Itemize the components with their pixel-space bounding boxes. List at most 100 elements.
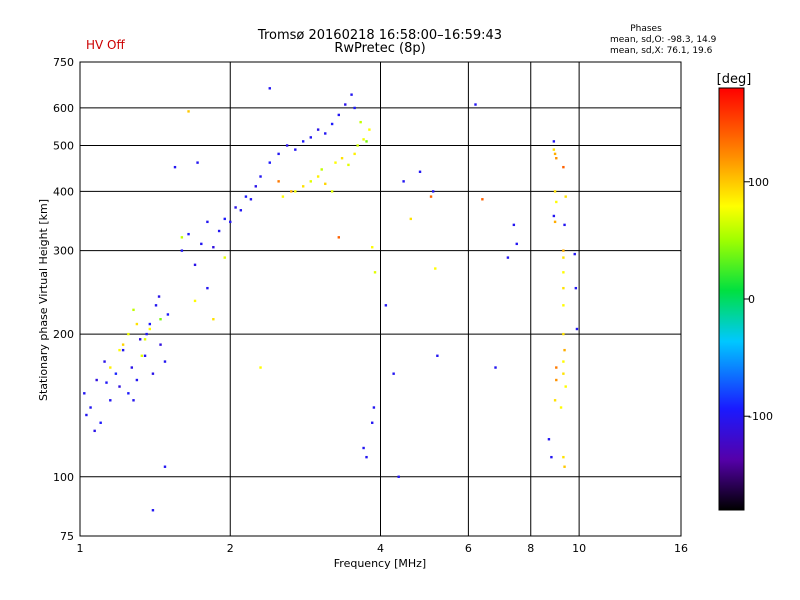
data-point xyxy=(281,195,285,198)
data-point xyxy=(259,366,262,369)
data-point xyxy=(429,195,433,198)
data-point xyxy=(564,195,567,198)
data-point xyxy=(553,152,557,156)
data-point xyxy=(481,198,484,201)
chart-subtitle: RwPretec (8p) xyxy=(334,41,425,56)
colorbar-tick-label: -100 xyxy=(748,410,773,423)
data-point xyxy=(392,372,395,375)
y-tick-label: 600 xyxy=(53,102,74,115)
data-point xyxy=(294,148,297,151)
data-point xyxy=(127,332,130,336)
data-point xyxy=(93,429,96,433)
data-point xyxy=(151,372,155,375)
data-point xyxy=(212,318,215,321)
data-point xyxy=(552,148,556,151)
data-point xyxy=(268,161,271,164)
data-point xyxy=(337,113,341,117)
data-point xyxy=(353,152,356,156)
data-point xyxy=(330,190,334,193)
data-point xyxy=(434,267,437,270)
data-point xyxy=(254,185,257,188)
data-point xyxy=(552,140,556,143)
data-point xyxy=(337,236,341,239)
data-point xyxy=(187,232,190,236)
data-point xyxy=(83,392,86,395)
data-point xyxy=(562,332,565,336)
data-point xyxy=(121,348,125,352)
data-point xyxy=(553,220,557,224)
x-axis-ticks: 1 2 4 6 8 10 16 xyxy=(77,542,689,555)
x-tick-label: 16 xyxy=(674,542,688,555)
data-point xyxy=(436,354,439,357)
data-point xyxy=(103,360,106,363)
data-point xyxy=(151,509,155,512)
data-point xyxy=(85,413,88,417)
data-point xyxy=(562,256,565,259)
data-point xyxy=(180,249,184,252)
data-point xyxy=(212,246,215,249)
data-point xyxy=(135,322,139,326)
y-tick-label: 750 xyxy=(53,56,74,69)
data-point xyxy=(515,242,518,246)
data-point xyxy=(193,263,197,267)
data-point xyxy=(356,144,359,147)
data-point xyxy=(301,140,305,143)
data-point xyxy=(320,168,323,171)
data-point xyxy=(575,327,579,331)
data-point xyxy=(239,209,243,212)
data-point xyxy=(217,229,221,233)
data-point xyxy=(249,198,253,201)
data-point xyxy=(109,399,112,402)
data-point xyxy=(206,286,209,290)
data-point xyxy=(563,223,566,227)
data-point xyxy=(157,295,161,298)
phases-line-o: mean, sd,O: -98.3, 14.9 xyxy=(610,35,717,45)
data-point xyxy=(512,223,516,227)
data-point xyxy=(555,200,558,204)
data-point xyxy=(316,128,320,131)
y-tick-label: 75 xyxy=(60,530,74,543)
data-point xyxy=(290,190,293,193)
data-point xyxy=(347,163,350,167)
data-point xyxy=(180,236,184,239)
data-point xyxy=(409,217,412,221)
data-point xyxy=(105,381,108,384)
hv-status: HV Off xyxy=(86,38,125,52)
data-point xyxy=(95,378,98,382)
data-point xyxy=(562,165,565,169)
data-point xyxy=(418,170,422,173)
data-point xyxy=(362,138,365,141)
x-axis-label: Frequency [MHz] xyxy=(334,557,426,570)
data-point xyxy=(547,438,551,441)
phases-line-x: mean, sd,X: 76.1, 19.6 xyxy=(610,46,713,56)
data-point xyxy=(555,378,558,382)
data-point xyxy=(362,446,365,450)
data-point xyxy=(402,180,405,183)
data-point xyxy=(563,348,566,352)
data-point xyxy=(384,304,388,307)
data-point xyxy=(555,366,558,369)
colorbar-label: [deg] xyxy=(717,72,752,87)
data-point xyxy=(163,465,167,468)
data-point xyxy=(562,271,565,274)
y-tick-label: 500 xyxy=(53,139,74,152)
data-point xyxy=(555,157,558,160)
x-tick-label: 1 xyxy=(77,542,84,555)
data-point xyxy=(563,465,566,468)
data-point xyxy=(244,195,248,198)
data-point xyxy=(223,256,226,259)
data-point xyxy=(372,406,376,409)
data-point xyxy=(277,152,280,156)
data-point xyxy=(148,322,152,326)
data-point xyxy=(132,399,135,402)
data-point xyxy=(562,249,565,252)
data-point xyxy=(365,455,368,459)
data-point xyxy=(109,366,112,369)
data-point xyxy=(365,140,368,143)
data-point xyxy=(200,242,203,246)
data-point xyxy=(559,406,563,409)
data-point xyxy=(234,206,237,209)
data-point xyxy=(494,366,497,369)
data-point xyxy=(277,180,280,183)
data-point xyxy=(159,318,162,321)
